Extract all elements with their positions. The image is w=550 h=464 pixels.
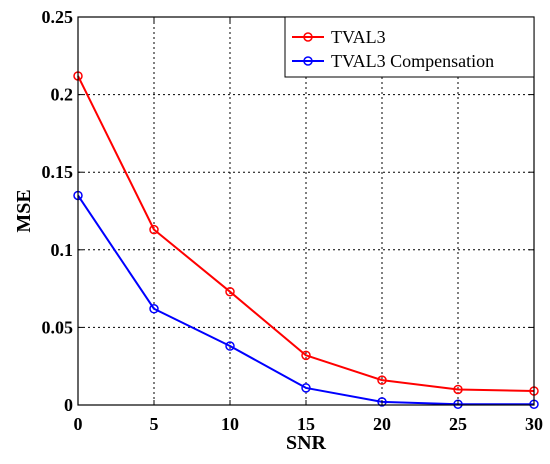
legend: TVAL3 TVAL3 Compensation (284, 16, 535, 78)
legend-label: TVAL3 (331, 27, 386, 47)
data-point (149, 224, 159, 235)
data-point (149, 304, 159, 314)
data-point (453, 384, 463, 395)
x-tick-label: 20 (373, 414, 391, 434)
legend-label: TVAL3 Compensation (331, 51, 494, 71)
y-tick-label: 0 (64, 395, 73, 415)
x-tick-label: 0 (74, 414, 83, 434)
y-tick-label: 0.05 (42, 317, 74, 337)
x-tick-label: 10 (221, 414, 239, 434)
data-point (225, 286, 235, 297)
x-tick-label: 15 (297, 414, 315, 434)
y-axis-label: MSE (13, 189, 35, 232)
x-tick-label: 5 (150, 414, 159, 434)
x-tick-label: 25 (449, 414, 467, 434)
y-tick-label: 0.25 (42, 7, 74, 27)
x-tick-label: 30 (525, 414, 543, 434)
data-point (301, 350, 311, 361)
x-tick-labels: 0 5 10 15 20 25 30 (74, 414, 544, 434)
data-point (225, 341, 235, 351)
x-axis-label: SNR (286, 432, 327, 454)
data-point (377, 375, 387, 385)
legend-swatch-marker (303, 56, 313, 66)
y-tick-labels: 0 0.05 0.1 0.15 0.2 0.25 (42, 7, 74, 415)
data-point (377, 397, 387, 407)
legend-box (284, 16, 535, 78)
series-line-1 (77, 75, 535, 393)
legend-swatch-marker (303, 32, 313, 42)
plot-background (78, 17, 534, 405)
y-tick-label: 0.15 (42, 162, 74, 182)
grid (78, 17, 534, 405)
y-tick-label: 0.2 (51, 85, 74, 105)
data-point (301, 383, 311, 393)
y-tick-label: 0.1 (51, 240, 74, 260)
